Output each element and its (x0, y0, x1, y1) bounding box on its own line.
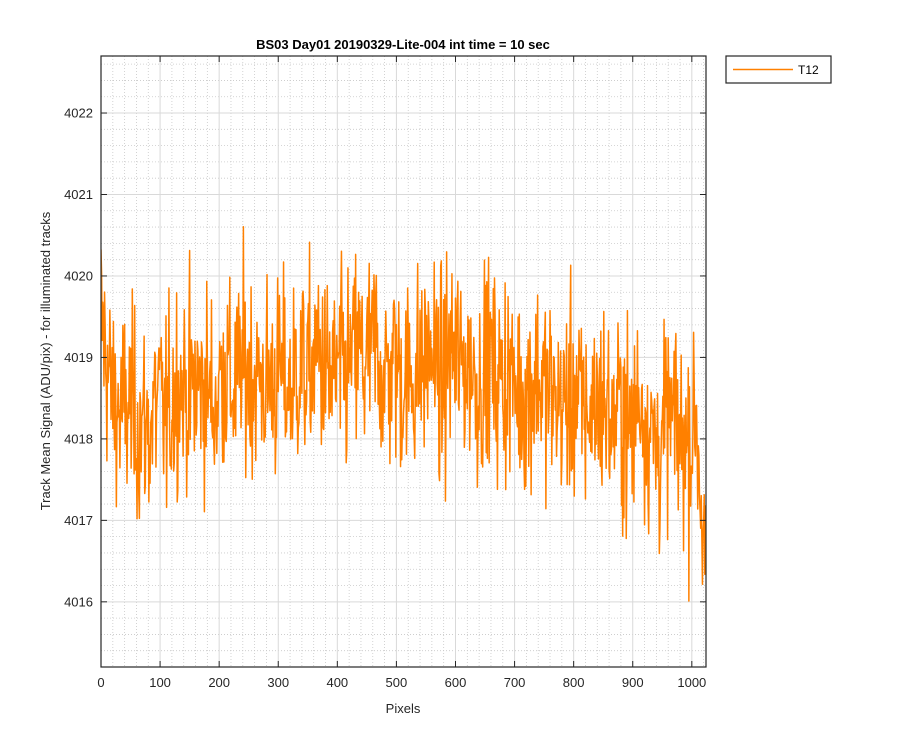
x-tick-label: 200 (208, 675, 230, 690)
x-tick-label: 400 (326, 675, 348, 690)
y-tick-label: 4020 (64, 268, 93, 283)
x-tick-label: 100 (149, 675, 171, 690)
x-tick-label: 900 (622, 675, 644, 690)
y-tick-label: 4016 (64, 594, 93, 609)
x-tick-label: 600 (445, 675, 467, 690)
x-tick-label: 800 (563, 675, 585, 690)
y-axis-label: Track Mean Signal (ADU/pix) - for illumi… (38, 211, 53, 510)
y-tick-label: 4019 (64, 350, 93, 365)
legend-label-t12: T12 (798, 63, 819, 77)
y-tick-labels: 4016 4017 4018 4019 4020 4021 4022 (64, 106, 93, 610)
x-tick-label: 300 (267, 675, 289, 690)
y-tick-label: 4022 (64, 106, 93, 121)
chart-title: BS03 Day01 20190329-Lite-004 int time = … (256, 37, 550, 52)
series-layer (101, 226, 706, 602)
axes-box (100, 55, 707, 668)
x-tick-labels: 0 100 200 300 400 500 600 700 800 900 1000 (97, 675, 706, 690)
x-tick-label: 700 (504, 675, 526, 690)
tick-marks (100, 56, 706, 667)
minor-grid (101, 56, 706, 668)
y-tick-label: 4018 (64, 431, 93, 446)
legend[interactable]: T12 (725, 55, 832, 84)
x-axis-label: Pixels (386, 701, 421, 716)
x-tick-label: 0 (97, 675, 104, 690)
y-tick-label: 4017 (64, 513, 93, 528)
series-line-t12 (101, 226, 706, 602)
x-tick-label: 1000 (677, 675, 706, 690)
y-tick-label: 4021 (64, 187, 93, 202)
x-tick-label: 500 (386, 675, 408, 690)
